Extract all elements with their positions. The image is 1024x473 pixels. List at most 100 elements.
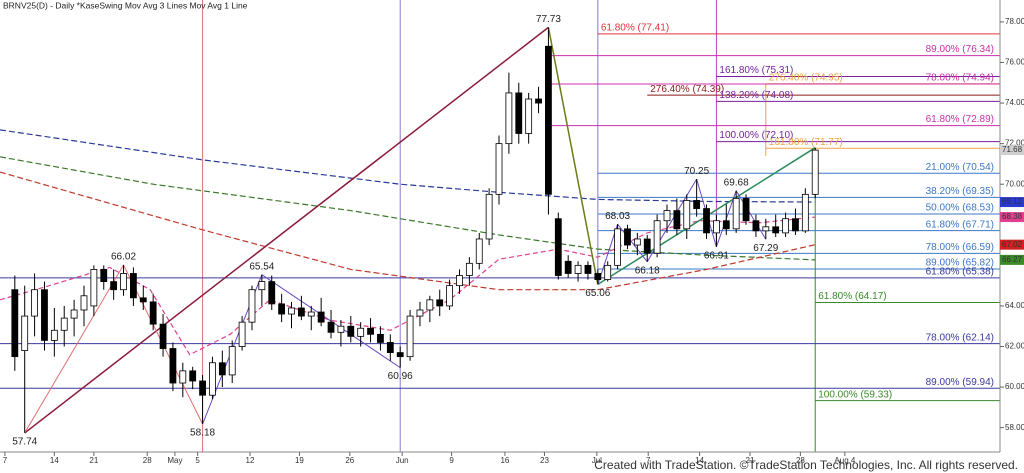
x-tick-label: 7 — [3, 456, 8, 465]
candle-body — [90, 269, 98, 307]
x-tick-label: 23 — [540, 456, 549, 465]
candle-body — [159, 323, 167, 349]
y-tick-label: 76.00 — [1005, 58, 1024, 67]
fib-level-label: 61.80% (64.17) — [818, 291, 886, 302]
swing-high-label: 66.02 — [111, 252, 136, 263]
candle-body — [209, 362, 216, 396]
swing-low-label: 60.96 — [388, 371, 413, 382]
y-tick-label: 62.00 — [1005, 342, 1024, 351]
x-tick-label: 14 — [695, 456, 704, 465]
candle-body — [772, 226, 780, 234]
candle-body — [574, 264, 582, 274]
candle-body — [367, 327, 374, 335]
candle-body — [713, 220, 720, 234]
moving-average-line — [0, 171, 816, 291]
candle-body — [624, 228, 631, 246]
candle-body — [169, 348, 177, 384]
swing-low-label: 58.18 — [190, 428, 215, 439]
candle-body — [258, 281, 266, 291]
price-badge — [1000, 212, 1024, 223]
plot-area: 61.80% (77.41) 89.00% (76.34) 161.80% (75.… — [0, 0, 1000, 452]
price-badge-label: 71.68 — [1002, 145, 1023, 154]
candle-body — [752, 220, 760, 232]
candle-body — [218, 362, 226, 376]
candle-body — [228, 346, 236, 376]
candle-body — [307, 311, 315, 317]
fib-level-label: 21.00% (70.54) — [926, 162, 994, 173]
candle-body — [139, 297, 147, 303]
swing-low-label: 66.91 — [704, 251, 729, 262]
candle-body — [604, 264, 612, 280]
candle-body — [673, 210, 681, 230]
fib-level-label: 276.40% (74.39) — [650, 84, 724, 95]
candle-body — [347, 325, 355, 337]
x-tick-label: 9 — [449, 456, 454, 465]
candle-body — [762, 226, 770, 232]
candle-body — [584, 264, 592, 274]
y-tick-label: 64.00 — [1005, 301, 1024, 310]
x-tick-label: 14 — [50, 456, 59, 465]
candle-body — [41, 289, 48, 341]
candle-body — [792, 218, 799, 232]
candle-body — [545, 45, 552, 195]
price-badge — [1000, 239, 1024, 250]
candle-body — [505, 92, 513, 145]
footer: Created with TradeStation. ©TradeStation… — [594, 458, 1018, 472]
candle-body — [149, 301, 157, 325]
price-badge-label: 67.02 — [1002, 240, 1023, 249]
swing-low-label: 57.74 — [12, 437, 37, 448]
fib-level-label: 50.00% (68.53) — [926, 203, 994, 214]
fib-level-label: 89.00% (76.34) — [926, 44, 994, 55]
fib-level-label: 89.00% (59.94) — [926, 377, 994, 388]
candle-body — [406, 315, 414, 358]
price-badge-label: 69.12 — [1002, 197, 1023, 206]
candle-body — [199, 380, 206, 396]
candle-body — [377, 333, 384, 343]
fib-level-label: 161.80% (75.31) — [719, 65, 793, 76]
fib-level-label: 61.80% (77.41) — [601, 23, 669, 34]
candle-body — [722, 220, 730, 230]
candle-body — [633, 238, 641, 246]
candle-body — [643, 238, 651, 254]
candle-body — [129, 273, 137, 299]
swing-low-label: 66.18 — [635, 265, 660, 276]
candle-body — [80, 295, 88, 311]
trendline — [547, 27, 599, 285]
trendline — [24, 264, 124, 434]
candle-body — [653, 220, 661, 254]
candle-body — [801, 193, 809, 232]
y-tick-label: 58.00 — [1005, 423, 1024, 432]
candle-body — [297, 307, 305, 317]
fib-level-label: 38.20% (69.35) — [926, 186, 994, 197]
candle-body — [189, 370, 197, 382]
x-tick-label: 21 — [746, 456, 755, 465]
swing-high-label: 70.25 — [684, 166, 709, 177]
trendline — [24, 26, 549, 434]
y-tick-label: 60.00 — [1005, 382, 1024, 391]
fib-level-label: 161.80% (71.77) — [769, 137, 843, 148]
fib-level-label: 100.00% (59.33) — [818, 389, 892, 400]
price-badge-label: 68.38 — [1002, 212, 1023, 221]
candle-body — [337, 325, 345, 333]
candle-body — [663, 210, 671, 222]
candle-body — [554, 218, 562, 276]
candle-body — [327, 321, 335, 333]
y-tick-label: 74.00 — [1005, 98, 1024, 107]
candle-body — [535, 98, 542, 104]
y-tick-label: 78.00 — [1005, 17, 1024, 26]
candle-body — [120, 273, 127, 291]
candle-body — [248, 289, 256, 323]
candle-body — [238, 321, 246, 347]
swing-high-label: 68.03 — [605, 211, 630, 222]
x-tick-label: 21 — [89, 456, 98, 465]
candle-body — [31, 289, 38, 317]
y-tick-label: 72.00 — [1005, 139, 1024, 148]
candle-body — [268, 281, 276, 305]
candle-body — [110, 281, 118, 291]
fib-level-label: 100.00% (72.10) — [719, 130, 793, 141]
x-tick-label: Jul — [592, 456, 602, 465]
candle-body — [288, 307, 295, 315]
candle-body — [386, 342, 394, 353]
candle-body — [446, 285, 454, 307]
fib-level-label: 78.00% (66.59) — [926, 242, 994, 253]
